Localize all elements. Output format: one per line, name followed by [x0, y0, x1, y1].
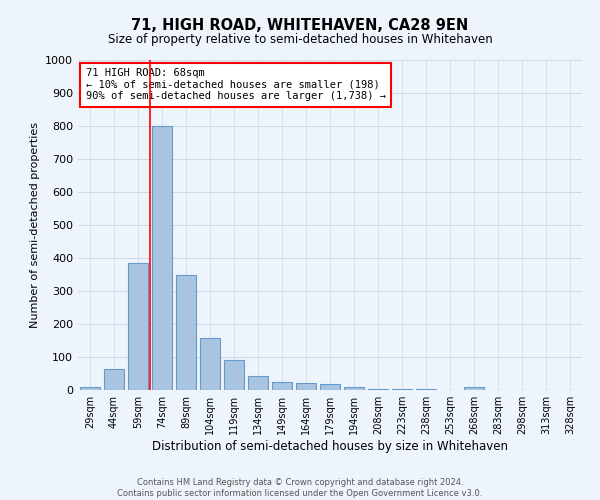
Bar: [464, 388, 484, 390]
X-axis label: Distribution of semi-detached houses by size in Whitehaven: Distribution of semi-detached houses by …: [152, 440, 508, 453]
Bar: [272, 382, 292, 390]
Bar: [200, 338, 220, 390]
Bar: [368, 388, 388, 390]
Bar: [176, 274, 196, 390]
Bar: [344, 388, 364, 390]
Bar: [152, 126, 172, 390]
Bar: [128, 263, 148, 390]
Text: Contains HM Land Registry data © Crown copyright and database right 2024.
Contai: Contains HM Land Registry data © Crown c…: [118, 478, 482, 498]
Bar: [320, 384, 340, 390]
Bar: [392, 389, 412, 390]
Bar: [296, 384, 316, 390]
Text: 71 HIGH ROAD: 68sqm
← 10% of semi-detached houses are smaller (198)
90% of semi-: 71 HIGH ROAD: 68sqm ← 10% of semi-detach…: [86, 68, 386, 102]
Bar: [224, 360, 244, 390]
Bar: [104, 368, 124, 390]
Text: 71, HIGH ROAD, WHITEHAVEN, CA28 9EN: 71, HIGH ROAD, WHITEHAVEN, CA28 9EN: [131, 18, 469, 32]
Bar: [80, 388, 100, 390]
Y-axis label: Number of semi-detached properties: Number of semi-detached properties: [29, 122, 40, 328]
Text: Size of property relative to semi-detached houses in Whitehaven: Size of property relative to semi-detach…: [107, 32, 493, 46]
Bar: [248, 376, 268, 390]
